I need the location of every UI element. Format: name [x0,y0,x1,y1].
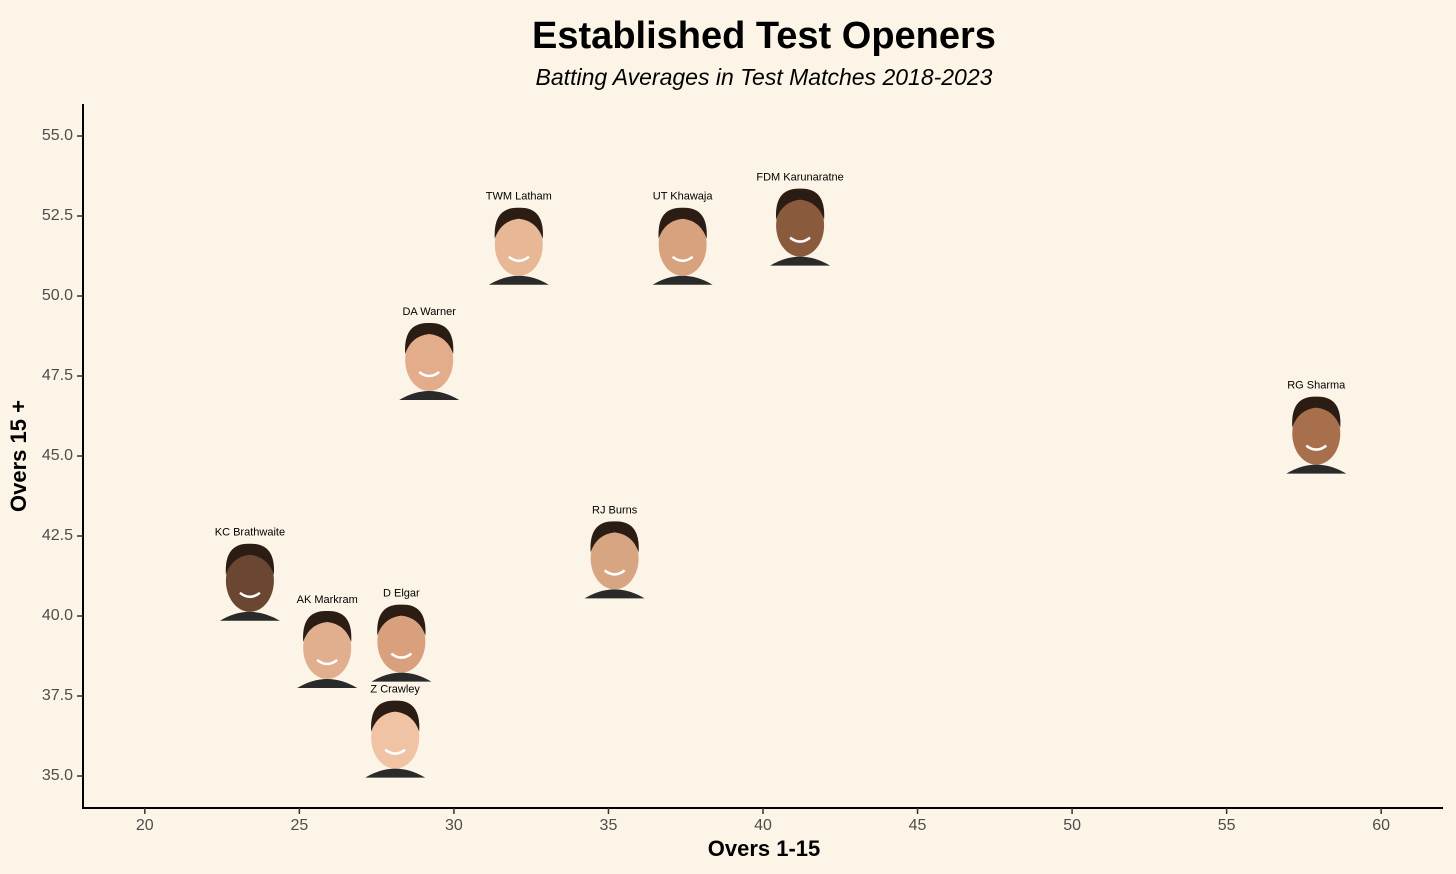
head [225,549,274,612]
y-tick-label: 52.5 [42,207,73,224]
y-tick-label: 45.0 [42,447,73,464]
point-label: DA Warner [402,306,456,318]
player-face [652,207,713,285]
x-axis-label: Overs 1-15 [708,836,821,861]
player-face [371,604,432,682]
y-tick-label: 40.0 [42,607,73,624]
head [377,610,426,673]
x-tick-label: 55 [1218,817,1236,834]
hair [371,700,420,732]
shoulders [584,589,645,599]
head [371,706,420,769]
hair [658,207,707,239]
chart-subtitle: Batting Averages in Test Matches 2018-20… [536,64,993,90]
player-face [399,322,460,400]
shoulders [1286,464,1347,474]
player-face [219,543,280,621]
y-tick-label: 47.5 [42,367,73,384]
shoulders [652,275,713,285]
shoulders [770,256,831,266]
x-tick-label: 30 [445,817,463,834]
smile [239,591,261,599]
smile [508,255,530,263]
x-tick-label: 45 [909,817,927,834]
smile [789,236,811,243]
shoulders [365,768,426,778]
y-axis-label: Overs 15 + [6,400,31,512]
y-tick-label: 35.0 [42,767,73,784]
head [776,194,825,257]
player-face [297,610,358,688]
hair [494,207,543,239]
head [494,213,543,276]
shoulders [399,391,460,400]
smile [603,569,626,576]
player-face [1286,396,1347,474]
hair [405,322,454,354]
x-tick-label: 40 [754,817,772,834]
point-label: AK Markram [297,594,358,606]
x-tick-label: 20 [136,817,154,834]
hair [775,188,825,220]
smile [1305,444,1328,451]
y-tick-label: 37.5 [42,687,73,704]
point-label: RG Sharma [1287,380,1346,392]
hair [590,521,639,553]
hair [303,610,352,642]
y-tick-label: 50.0 [42,287,73,304]
shoulders [371,672,432,682]
smile [390,652,413,659]
y-tick-label: 42.5 [42,527,73,544]
point-label: UT Khawaja [653,191,714,203]
chart-title: Established Test Openers [532,15,996,57]
player-face [365,700,426,778]
shoulders [488,275,549,285]
player-face [488,207,549,285]
hair [225,543,275,575]
x-tick-label: 60 [1372,817,1390,834]
shoulders [297,679,358,688]
head [658,213,707,276]
point-label: RJ Burns [592,504,638,516]
y-tick-label: 55.0 [42,127,73,144]
point-label: Z Crawley [370,684,420,696]
smile [418,370,440,378]
point-label: KC Brathwaite [215,527,285,539]
head [405,329,454,391]
x-tick-label: 35 [600,817,618,834]
smile [316,658,338,666]
hair [377,604,426,636]
hair [1292,396,1341,428]
point-label: TWM Latham [486,191,552,203]
head [303,617,352,679]
head [590,527,639,590]
head [1292,402,1341,465]
point-label: FDM Karunaratne [756,172,843,184]
player-face [584,521,645,599]
smile [384,748,406,755]
point-label: D Elgar [383,588,420,600]
player-face [770,188,831,266]
smile [671,255,694,263]
x-tick-label: 50 [1063,817,1081,834]
x-tick-label: 25 [290,817,308,834]
shoulders [219,611,280,621]
